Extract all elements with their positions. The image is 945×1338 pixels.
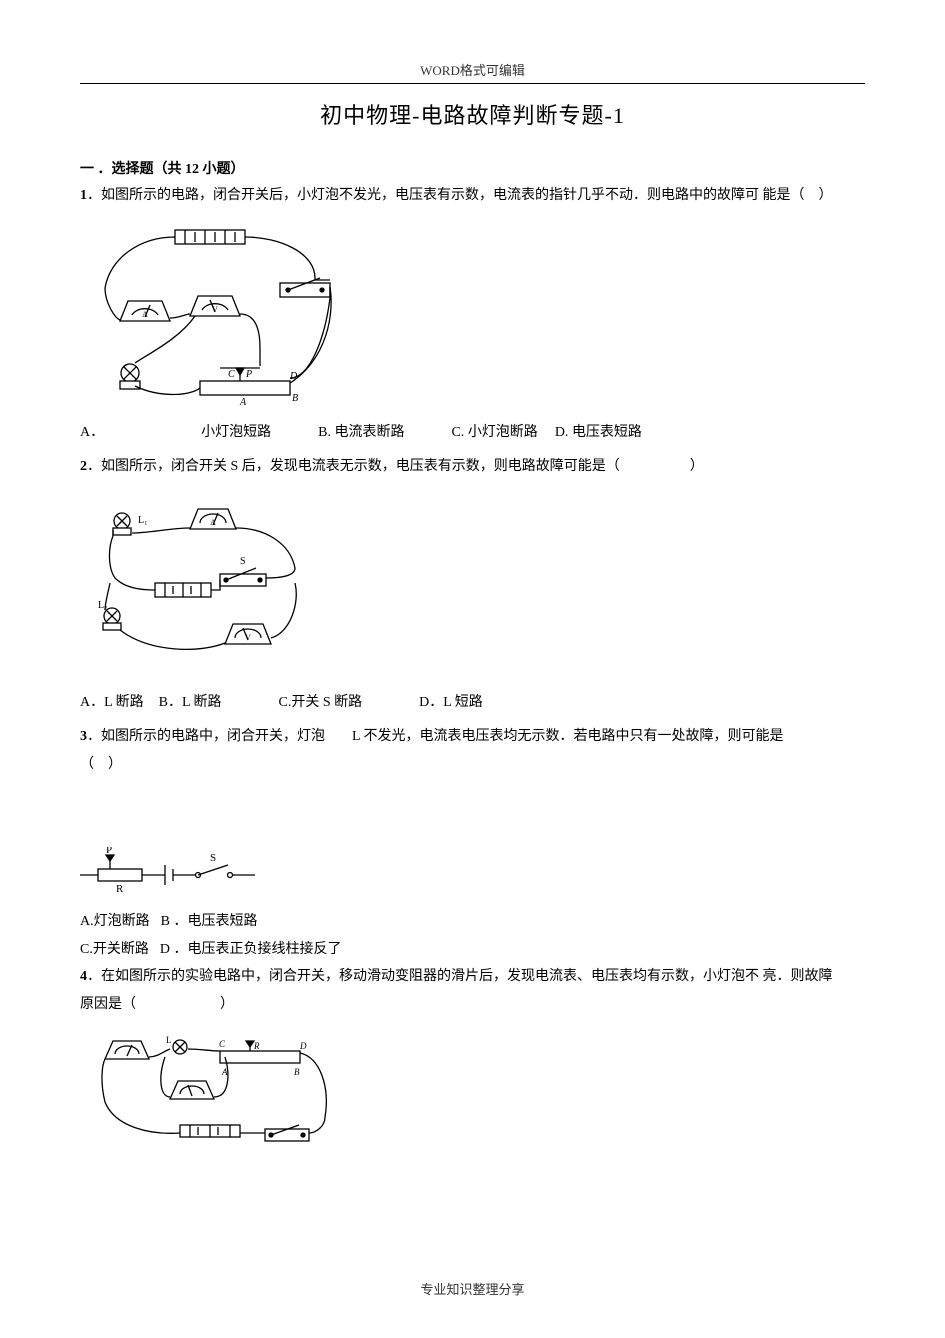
svg-text:V: V bbox=[212, 305, 218, 314]
svg-text:P: P bbox=[245, 369, 252, 380]
q1-optB: 电流表断路 bbox=[334, 421, 404, 445]
q2-number: 2 bbox=[80, 459, 87, 474]
q3-options-line1: A.灯泡断路 B ．电压表短路 bbox=[80, 910, 865, 934]
q3-circuit-icon: P R S bbox=[80, 847, 260, 897]
header-rule bbox=[80, 83, 865, 84]
svg-text:R: R bbox=[116, 883, 124, 895]
q4-body: ．在如图所示的实验电路中，闭合开关，移动滑动变阻器的滑片后，发现电流表、电压表均… bbox=[87, 969, 833, 984]
svg-text:C: C bbox=[219, 1039, 226, 1049]
q4-text-line2: 原因是（ ） bbox=[80, 993, 865, 1017]
q3-number: 3 bbox=[80, 729, 87, 744]
svg-text:V: V bbox=[245, 633, 251, 642]
svg-text:A: A bbox=[142, 310, 148, 319]
q3-body2: L 不发光，电流表电压表均无示数．若电路中只有一处故障，则可能是 bbox=[352, 729, 784, 744]
q1-options: A． 小灯泡短路 B. 电流表断路 C. 小灯泡断路 D. 电压表短路 bbox=[80, 421, 865, 445]
q3-optC: C.开关断路 bbox=[80, 942, 149, 957]
svg-text:L₁: L₁ bbox=[138, 515, 148, 526]
q2-optA: A．L 断路 bbox=[80, 691, 144, 715]
q3-text: 3．如图所示的电路中，闭合开关，灯泡 L 不发光，电流表电压表均无示数．若电路中… bbox=[80, 725, 865, 749]
q4-text: 4．在如图所示的实验电路中，闭合开关，移动滑动变阻器的滑片后，发现电流表、电压表… bbox=[80, 965, 865, 989]
svg-text:A: A bbox=[210, 518, 216, 527]
q2-text: 2．如图所示，闭合开关 S 后，发现电流表无示数，电压表有示数，则电路故障可能是… bbox=[80, 455, 865, 479]
svg-text:C: C bbox=[228, 369, 235, 380]
q1-text: 1．如图所示的电路，闭合开关后，小灯泡不发光，电压表有示数，电流表的指针几乎不动… bbox=[80, 184, 865, 208]
svg-text:P: P bbox=[106, 847, 112, 856]
section-heading: 一 ．选择题（共 12 小题） bbox=[80, 158, 865, 178]
svg-text:B: B bbox=[292, 393, 298, 404]
q1-optD: 电压表短路 bbox=[572, 421, 642, 445]
q2-figure: L₁ A S bbox=[80, 488, 320, 678]
q2-optB: B．L 断路 bbox=[159, 691, 222, 715]
q4-figure: L C R D A B bbox=[80, 1027, 340, 1157]
q3-options-line2: C.开关断路 D ．电压表正负接线柱接反了 bbox=[80, 938, 865, 962]
q1-optD-prefix: D. bbox=[555, 421, 569, 445]
q1-optA-prefix: A． bbox=[80, 421, 104, 445]
q3-spacer bbox=[80, 781, 865, 841]
footer-text: 专业知识整理分享 bbox=[0, 1279, 945, 1298]
svg-text:A: A bbox=[239, 397, 247, 408]
document-title: 初中物理-电路故障判断专题-1 bbox=[80, 98, 865, 130]
header-label: WORD格式可编辑 bbox=[80, 60, 865, 79]
q2-options: A．L 断路 B．L 断路 C.开关 S 断路 D．L 短路 bbox=[80, 691, 865, 715]
q3-optA: A.灯泡断路 bbox=[80, 914, 150, 929]
q3-figure: P R S bbox=[80, 847, 260, 897]
svg-text:A: A bbox=[221, 1067, 228, 1077]
q2-circuit-icon: L₁ A S bbox=[80, 488, 320, 678]
q1-number: 1 bbox=[80, 188, 87, 203]
q2-optC: C.开关 S 断路 bbox=[279, 691, 363, 715]
q1-circuit-icon: A V bbox=[80, 218, 340, 408]
q1-optC-prefix: C. bbox=[451, 421, 464, 445]
q1-optC: 小灯泡断路 bbox=[468, 421, 538, 445]
q2-optD: D．L 短路 bbox=[419, 691, 483, 715]
svg-text:L: L bbox=[166, 1035, 172, 1045]
q1-figure: A V bbox=[80, 218, 340, 408]
page: WORD格式可编辑 初中物理-电路故障判断专题-1 一 ．选择题（共 12 小题… bbox=[0, 0, 945, 1338]
svg-text:S: S bbox=[240, 556, 246, 567]
q3-optD: D ．电压表正负接线柱接反了 bbox=[160, 942, 342, 957]
q3-body1: ．如图所示的电路中，闭合开关，灯泡 bbox=[87, 729, 325, 744]
q4-circuit-icon: L C R D A B bbox=[80, 1027, 340, 1157]
svg-text:D: D bbox=[299, 1041, 307, 1051]
q2-body: ．如图所示，闭合开关 S 后，发现电流表无示数，电压表有示数，则电路故障可能是（… bbox=[87, 459, 704, 474]
q4-number: 4 bbox=[80, 969, 87, 984]
q1-body: ．如图所示的电路，闭合开关后，小灯泡不发光，电压表有示数，电流表的指针几乎不动．… bbox=[87, 188, 833, 203]
q3-optB: B ．电压表短路 bbox=[161, 914, 258, 929]
q3-paren: （ ） bbox=[80, 753, 865, 777]
svg-text:R: R bbox=[253, 1041, 260, 1051]
q1-optA: 小灯泡短路 bbox=[201, 421, 271, 445]
q1-optB-prefix: B. bbox=[318, 421, 331, 445]
svg-text:S: S bbox=[210, 852, 216, 864]
svg-text:B: B bbox=[294, 1067, 300, 1077]
